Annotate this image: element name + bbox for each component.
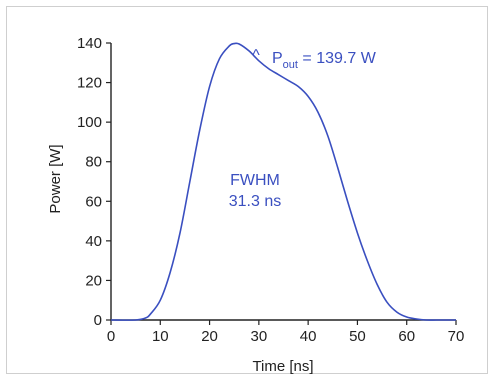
y-axis-title: Power [W] — [47, 144, 64, 213]
power-curve — [110, 42, 456, 321]
y-tick-label: 20 — [85, 272, 102, 289]
x-tick-label: 0 — [107, 328, 115, 345]
peak-power-symbol: P — [272, 50, 283, 67]
chart-frame — [6, 6, 488, 374]
y-tick-label: 0 — [94, 312, 102, 329]
peak-power-hat: ^ — [252, 47, 260, 64]
x-tick-label: 20 — [201, 328, 218, 345]
y-tick-label: 140 — [77, 35, 102, 52]
x-tick-label: 30 — [251, 328, 268, 345]
x-tick-label: 10 — [152, 328, 169, 345]
peak-power-value: = 139.7 W — [298, 50, 377, 67]
fwhm-label: FWHM — [230, 172, 280, 189]
x-tick-label: 40 — [300, 328, 317, 345]
y-tick-label: 40 — [85, 233, 102, 250]
x-axis-title: Time [ns] — [252, 358, 313, 375]
peak-power-subscript: out — [283, 59, 298, 71]
x-tick-label: 50 — [349, 328, 366, 345]
plot-area — [110, 42, 456, 321]
x-tick-label: 70 — [448, 328, 465, 345]
axes — [110, 43, 456, 321]
y-tick-label: 60 — [85, 193, 102, 210]
y-tick-label: 120 — [77, 75, 102, 92]
peak-power-annotation: Pout = 139.7 W — [272, 50, 377, 71]
y-tick-label: 100 — [77, 114, 102, 131]
fwhm-value: 31.3 ns — [229, 193, 281, 210]
y-tick-label: 80 — [85, 154, 102, 171]
x-tick-label: 60 — [398, 328, 415, 345]
ticks: 0 10 20 30 40 50 60 70 0 20 40 60 80 100 120 140 — [77, 35, 464, 345]
